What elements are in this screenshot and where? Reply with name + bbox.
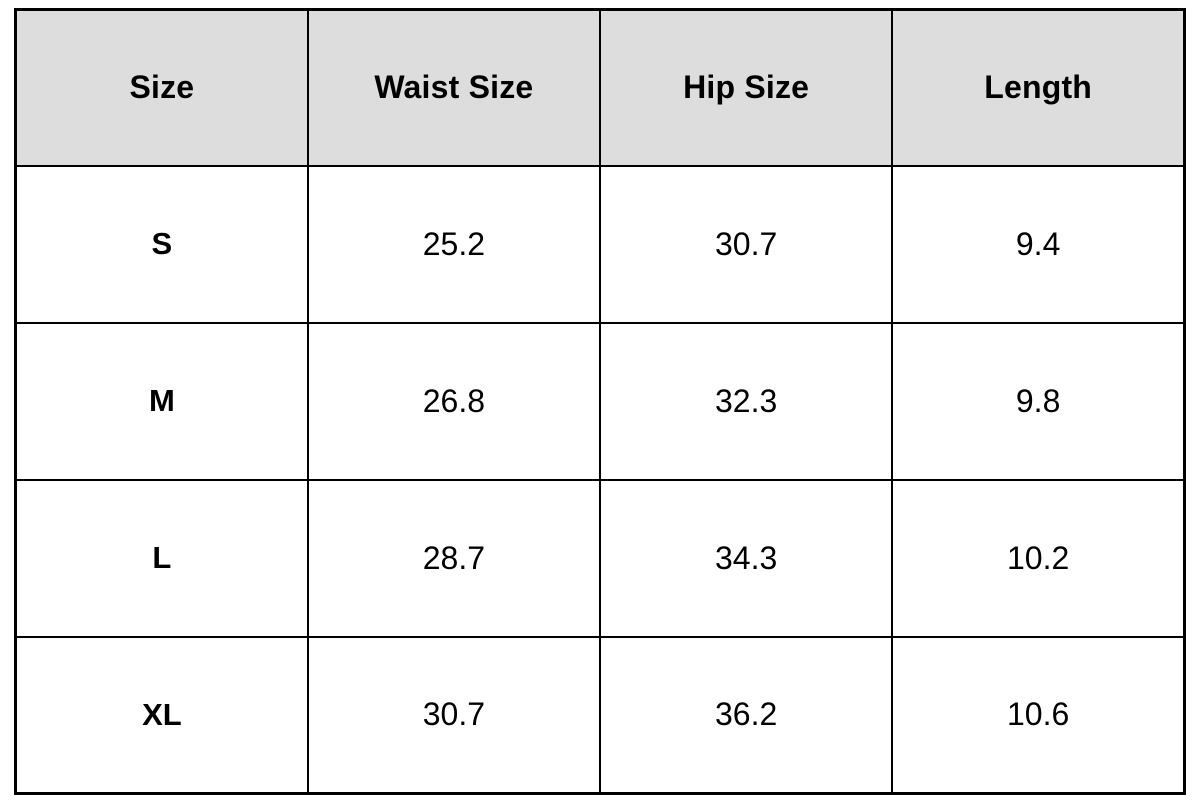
column-header-hip-size: Hip Size <box>598 8 894 167</box>
waist-value-m: 26.8 <box>306 321 602 481</box>
length-value-xl: 10.6 <box>891 635 1186 795</box>
size-label-s: S <box>14 164 309 324</box>
waist-value-s: 25.2 <box>306 164 602 324</box>
table-row-m: M 26.8 32.3 9.8 <box>14 321 1186 481</box>
waist-value-l: 28.7 <box>306 478 602 638</box>
size-label-l: L <box>14 478 309 638</box>
hip-value-l: 34.3 <box>598 478 894 638</box>
table-row-l: L 28.7 34.3 10.2 <box>14 478 1186 638</box>
column-header-length: Length <box>891 8 1186 167</box>
hip-value-xl: 36.2 <box>598 635 894 795</box>
table-row-xl: XL 30.7 36.2 10.6 <box>14 635 1186 795</box>
table-row-s: S 25.2 30.7 9.4 <box>14 164 1186 324</box>
column-header-waist-size: Waist Size <box>306 8 602 167</box>
length-value-s: 9.4 <box>891 164 1186 324</box>
column-header-size: Size <box>14 8 309 167</box>
size-label-m: M <box>14 321 309 481</box>
size-label-xl: XL <box>14 635 309 795</box>
hip-value-s: 30.7 <box>598 164 894 324</box>
header-row: Size Waist Size Hip Size Length <box>14 8 1186 167</box>
length-value-l: 10.2 <box>891 478 1186 638</box>
waist-value-xl: 30.7 <box>306 635 602 795</box>
size-chart-table: Size Waist Size Hip Size Length S 25.2 3… <box>14 8 1186 795</box>
hip-value-m: 32.3 <box>598 321 894 481</box>
length-value-m: 9.8 <box>891 321 1186 481</box>
